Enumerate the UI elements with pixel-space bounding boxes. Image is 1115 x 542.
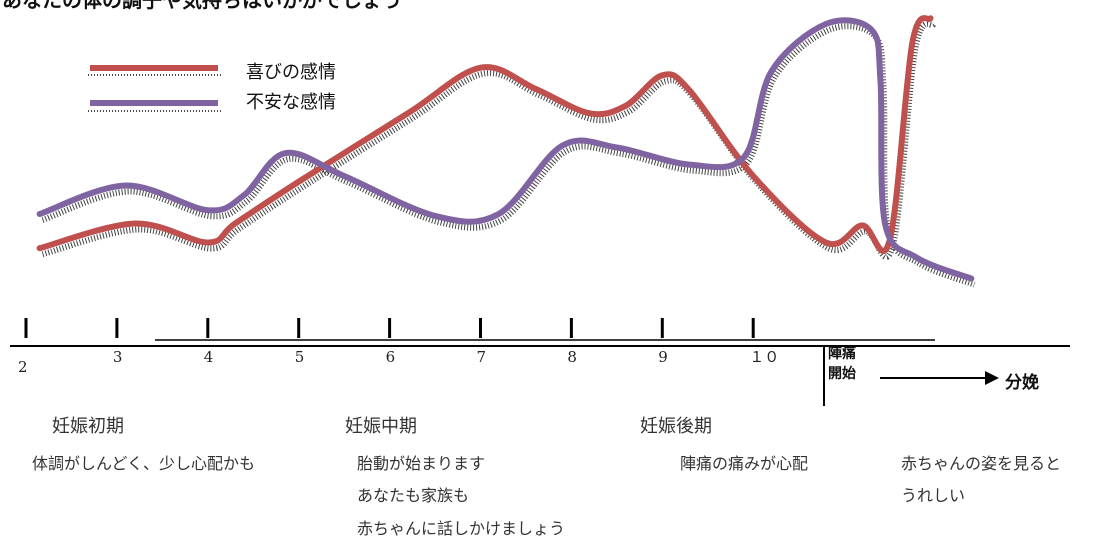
- labor-start-line1: 陣痛: [828, 346, 856, 362]
- phase-mid-note-1: 胎動が始まります: [357, 454, 486, 473]
- phase-early-note: 体調がしんどく、少し心配かも: [32, 454, 256, 473]
- birth-note-2: うれしい: [901, 486, 966, 505]
- legend-joy-label: 喜びの感情: [246, 62, 336, 83]
- anxiety-emotion-line: [36, 17, 975, 282]
- tick-label-7: 7: [477, 348, 487, 366]
- birth-note-1: 赤ちゃんの姿を見ると: [901, 454, 1062, 473]
- phase-late-title: 妊娠後期: [640, 416, 712, 437]
- legend-anxiety-label: 不安な感情: [246, 92, 336, 113]
- tick-label-6: 6: [386, 348, 396, 366]
- tick-label-4: 4: [204, 348, 214, 366]
- labor-start-line2: 開始: [828, 365, 856, 382]
- tick-label-2: 2: [18, 358, 28, 376]
- tick-label-8: 8: [567, 348, 577, 366]
- page-title: あなたの体の調子や気持ちはいかがでしょう: [2, 0, 402, 12]
- tick-label-5: 5: [295, 348, 305, 366]
- phase-late-note: 陣痛の痛みが心配: [680, 454, 809, 473]
- phase-early-title: 妊娠初期: [52, 416, 124, 437]
- labor-start-label: 陣痛 開始: [828, 345, 856, 384]
- tick-label-10: １０: [749, 348, 779, 366]
- delivery-arrow-head: [985, 371, 999, 385]
- tick-label-3: 3: [113, 348, 123, 366]
- tick-label-9: 9: [658, 348, 668, 366]
- phase-mid-note-2: あなたも家族も: [357, 486, 470, 505]
- joy-emotion-line: [36, 15, 934, 254]
- delivery-label: 分娩: [1005, 373, 1039, 393]
- phase-mid-title: 妊娠中期: [345, 416, 417, 437]
- phase-mid-note-3: 赤ちゃんに話しかけましょう: [357, 519, 566, 538]
